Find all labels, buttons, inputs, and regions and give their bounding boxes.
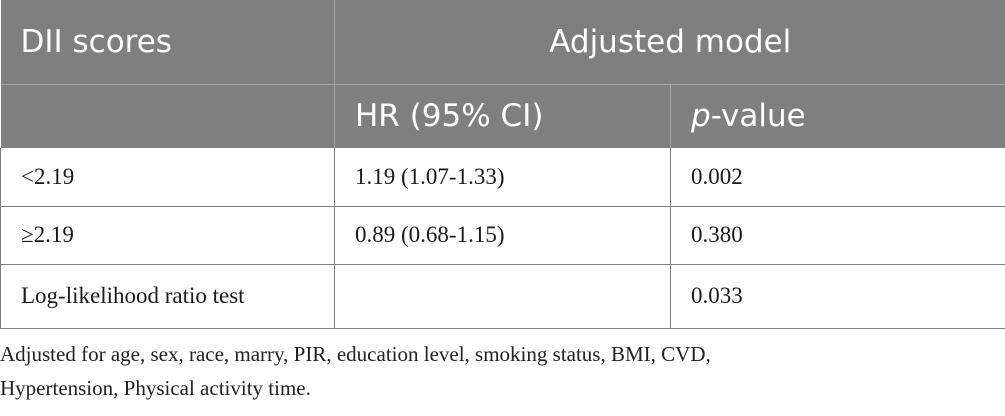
p-value-suffix: -value (710, 98, 806, 135)
row-hr (334, 264, 671, 329)
row-label: <2.19 (0, 148, 335, 207)
p-value-header: p-value (670, 84, 1005, 148)
dii-scores-header: DII scores (0, 0, 335, 85)
row-label: Log-likelihood ratio test (0, 264, 335, 329)
row-p: 0.033 (670, 264, 1005, 329)
row-label: ≥2.19 (0, 206, 335, 265)
footnote-line-2: Hypertension, Physical activity time. (0, 376, 311, 400)
row-p: 0.002 (670, 148, 1005, 207)
header-row-2: HR (95% CI) p-value (0, 84, 1005, 148)
empty-header-cell (0, 84, 335, 148)
header-row-1: DII scores Adjusted model (0, 0, 1005, 85)
p-italic: p (691, 98, 711, 135)
results-table: DII scores Adjusted model HR (95% CI) p-… (0, 0, 1005, 329)
hr-header: HR (95% CI) (334, 84, 671, 148)
table-row: <2.19 1.19 (1.07-1.33) 0.002 (0, 148, 1005, 207)
row-hr: 0.89 (0.68-1.15) (334, 206, 671, 265)
row-p: 0.380 (670, 206, 1005, 265)
table-footnote: Adjusted for age, sex, race, marry, PIR,… (0, 337, 1000, 405)
table-row: ≥2.19 0.89 (0.68-1.15) 0.380 (0, 206, 1005, 265)
footnote-line-1: Adjusted for age, sex, race, marry, PIR,… (0, 342, 711, 366)
row-hr: 1.19 (1.07-1.33) (334, 148, 671, 207)
adjusted-model-header: Adjusted model (334, 0, 1005, 85)
table-row: Log-likelihood ratio test 0.033 (0, 264, 1005, 329)
